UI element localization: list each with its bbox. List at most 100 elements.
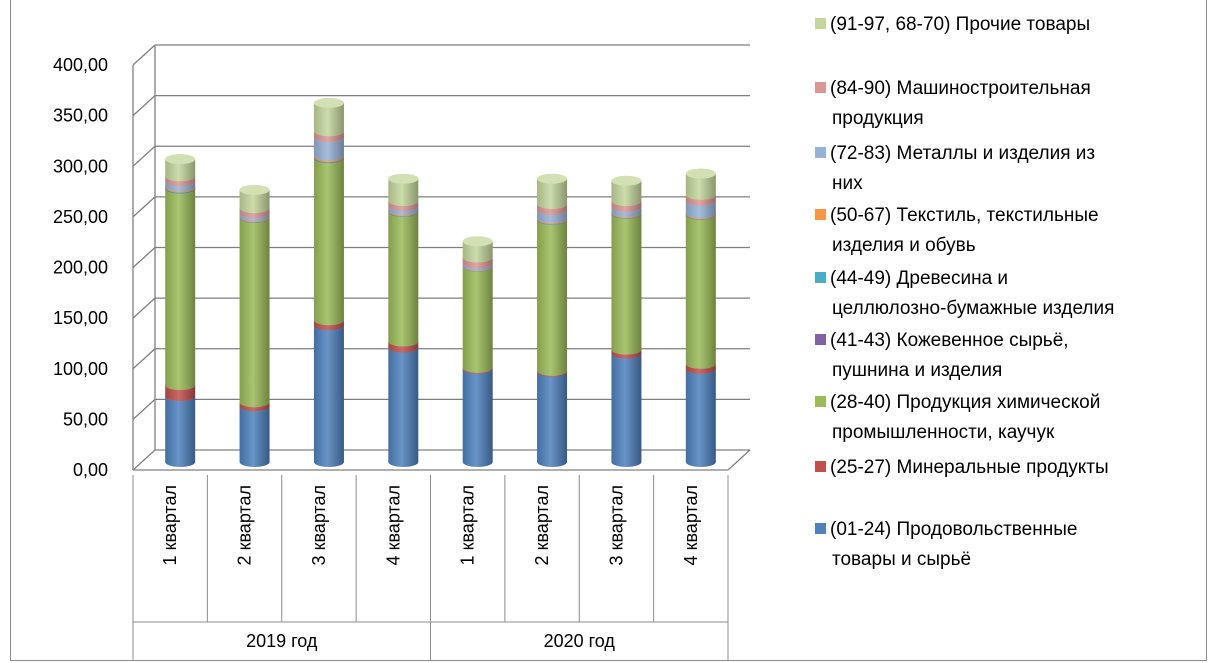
bar-segment	[165, 188, 196, 391]
bar-segment	[685, 214, 716, 369]
bar-stack	[313, 97, 344, 467]
axis-layer: 0,00 50,00 100,00 150,00 200,00 250,00 300,00 3…	[53, 55, 729, 660]
bar-stack	[165, 154, 196, 467]
y-tick-label: 0,00	[73, 460, 108, 480]
x-tick-label: 1 квартал	[160, 485, 180, 565]
gridline-side	[132, 145, 156, 167]
bar-stack	[685, 168, 716, 467]
chart-frame	[10, 0, 1207, 661]
x-tick-label: 3 квартал	[309, 485, 329, 565]
legend-label: промышленности, каучук	[832, 422, 1055, 443]
legend-label: (25-27) Минеральные продукты	[830, 457, 1109, 478]
legend-swatch	[815, 334, 826, 345]
x-tick-label: 4 квартал	[383, 485, 403, 565]
x-tick-label: 2 квартал	[235, 485, 255, 565]
bar-segment	[685, 173, 716, 200]
gridline-side	[132, 44, 156, 66]
legend-label: (84-90) Машиностроительная	[830, 78, 1091, 99]
bar-segment	[685, 368, 716, 467]
bar-segment	[239, 406, 270, 467]
legend-label: пушнина и изделия	[832, 360, 1002, 381]
bar-segment-top	[239, 184, 270, 195]
gridline-side	[132, 398, 156, 420]
legend-swatch	[815, 272, 826, 283]
y-tick-label: 350,00	[53, 106, 108, 126]
x-tick-label: 1 квартал	[458, 485, 478, 565]
bar-segment	[537, 178, 568, 210]
y-tick-label: 50,00	[63, 409, 108, 429]
bar-segment	[165, 159, 196, 182]
bar-segment	[388, 347, 419, 467]
legend: (91-97, 68-70) Прочие товары (84-90) Маши…	[815, 14, 1114, 570]
y-tick-label: 300,00	[53, 156, 108, 176]
x-tick-label: 2 квартал	[532, 485, 552, 565]
legend-swatch	[815, 209, 826, 220]
legend-label: (28-40) Продукция химической	[830, 392, 1100, 413]
gridline-side	[132, 449, 156, 471]
y-tick-label: 200,00	[53, 258, 108, 278]
y-tick-label: 250,00	[53, 207, 108, 227]
legend-label: продукция	[832, 108, 924, 129]
x-group-label: 2020 год	[544, 631, 616, 651]
bar-segment-top	[537, 173, 568, 184]
legend-label: (01-24) Продовольственные	[830, 519, 1077, 540]
bar-segment	[165, 396, 196, 467]
bar-segment	[239, 217, 270, 408]
legend-label: (41-43) Кожевенное сырьё,	[830, 330, 1069, 351]
legend-label: (44-49) Древесина и	[830, 268, 1008, 289]
legend-label: (72-83) Металлы и изделия из	[830, 143, 1095, 164]
bar-segment-top	[611, 175, 642, 186]
x-tick-label: 4 квартал	[681, 485, 701, 565]
bar-stack	[462, 236, 493, 467]
gridline-side	[132, 95, 156, 117]
bar-stack	[611, 175, 642, 467]
legend-label: них	[832, 173, 863, 194]
bar-segment	[462, 241, 493, 263]
legend-swatch	[815, 82, 826, 93]
bar-segment	[462, 266, 493, 373]
legend-swatch	[815, 147, 826, 158]
bar-segment	[611, 213, 642, 355]
gridline-side	[132, 297, 156, 319]
bar-segment-top	[685, 168, 716, 179]
bar-segment-top	[313, 97, 344, 108]
x-tick-label: 3 квартал	[606, 485, 626, 565]
bar-stack	[239, 184, 270, 467]
y-tick-label: 150,00	[53, 308, 108, 328]
legend-label: товары и сырьё	[832, 549, 971, 570]
legend-label: изделия и обувь	[832, 235, 976, 256]
gridline-side	[132, 348, 156, 370]
floor-edge	[727, 449, 751, 471]
bar-segment	[537, 220, 568, 376]
bar-segment	[462, 368, 493, 467]
legend-swatch	[815, 396, 826, 407]
bar-segment-top	[165, 154, 196, 165]
legend-label: (91-97, 68-70) Прочие товары	[830, 14, 1090, 35]
bar-segment	[388, 211, 419, 347]
grid-layer	[132, 44, 751, 471]
bar-segment	[313, 158, 344, 326]
bar-segment-top	[462, 236, 493, 247]
legend-swatch	[815, 523, 826, 534]
bar-segment	[388, 178, 419, 206]
bar-stack	[537, 173, 568, 467]
bar-segment	[611, 180, 642, 206]
bar-segment-top	[388, 173, 419, 184]
gridline-side	[132, 196, 156, 218]
gridline-side	[132, 247, 156, 268]
bar-segment	[239, 189, 270, 214]
legend-swatch	[815, 461, 826, 472]
x-group-label: 2019 год	[246, 631, 318, 651]
bar-segment	[313, 102, 344, 137]
bars-layer	[165, 97, 716, 467]
y-tick-label: 400,00	[53, 55, 108, 75]
y-tick-label: 100,00	[53, 359, 108, 379]
bar-segment	[313, 137, 344, 161]
bar-stack	[388, 173, 419, 467]
bar-segment	[313, 325, 344, 467]
bar-segment	[611, 353, 642, 467]
legend-swatch	[815, 18, 826, 29]
legend-label: целлюлозно-бумажные изделия	[832, 298, 1114, 319]
bar-segment	[537, 371, 568, 467]
